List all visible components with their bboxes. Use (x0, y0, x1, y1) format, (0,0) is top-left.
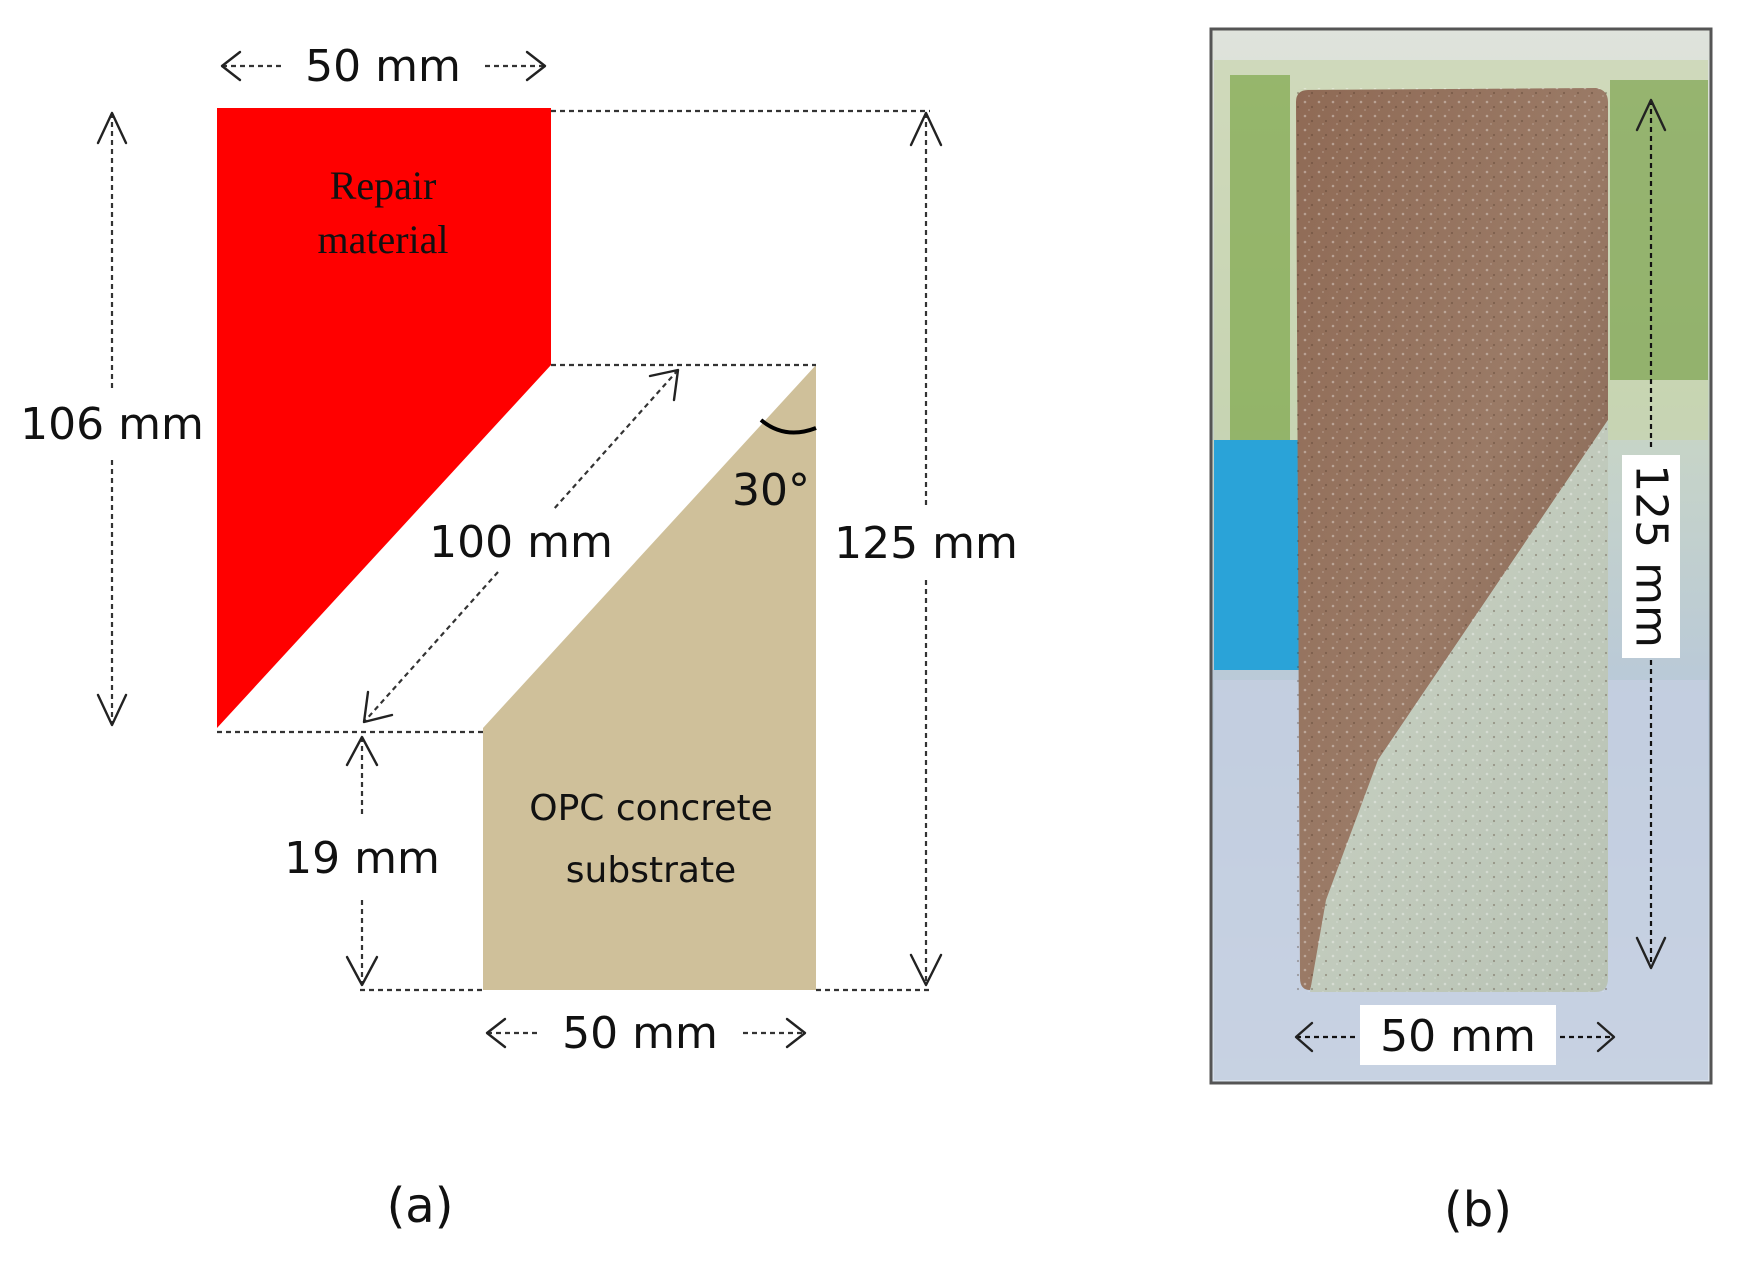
background-green-board (1230, 75, 1290, 445)
specimen-width-dimension: 50 mm (1294, 1005, 1616, 1065)
substrate-label-line1: OPC concrete (529, 788, 772, 829)
specimen-height-label: 125 mm (1626, 464, 1677, 648)
bottom-width-label: 50 mm (562, 1008, 718, 1059)
repair-material-label-line1: Repair (330, 163, 437, 208)
panel-a-schematic: 50 mm 106 mm 125 mm 100 mm 30° (20, 41, 1018, 1234)
specimen-height-dimension: 125 mm (1622, 98, 1680, 970)
specimen-prism (1296, 88, 1608, 992)
bottom-width-dimension: 50 mm (485, 1008, 807, 1059)
panel-b-photo: 125 mm 50 mm (b) (1209, 27, 1713, 1238)
right-height-dimension: 125 mm (834, 111, 1018, 987)
angle-label: 30° (732, 465, 810, 516)
diagonal-length-label: 100 mm (429, 517, 613, 568)
background-poster-right (1610, 80, 1708, 380)
opc-substrate-region (483, 365, 816, 990)
left-height-dimension: 106 mm (20, 111, 204, 727)
width-label-box (1360, 1005, 1556, 1065)
diagonal-length-dimension: 100 mm (362, 368, 680, 724)
repair-material-label-line2: material (317, 217, 448, 262)
specimen-texture (1296, 88, 1608, 992)
bottom-gap-dimension: 19 mm (284, 735, 440, 987)
height-label-box (1622, 455, 1680, 658)
substrate-label-line2: substrate (566, 850, 736, 891)
top-width-dimension: 50 mm (220, 41, 547, 92)
repair-material-region (217, 108, 551, 728)
panel-b-caption: (b) (1444, 1182, 1512, 1238)
bottom-gap-label: 19 mm (284, 833, 440, 884)
left-height-label: 106 mm (20, 399, 204, 450)
background-blue-container (1214, 440, 1304, 670)
top-width-label: 50 mm (305, 41, 461, 92)
panel-a-caption: (a) (387, 1178, 454, 1234)
right-height-label: 125 mm (834, 518, 1018, 569)
specimen-width-label: 50 mm (1380, 1011, 1536, 1062)
angle-arc (759, 418, 817, 435)
